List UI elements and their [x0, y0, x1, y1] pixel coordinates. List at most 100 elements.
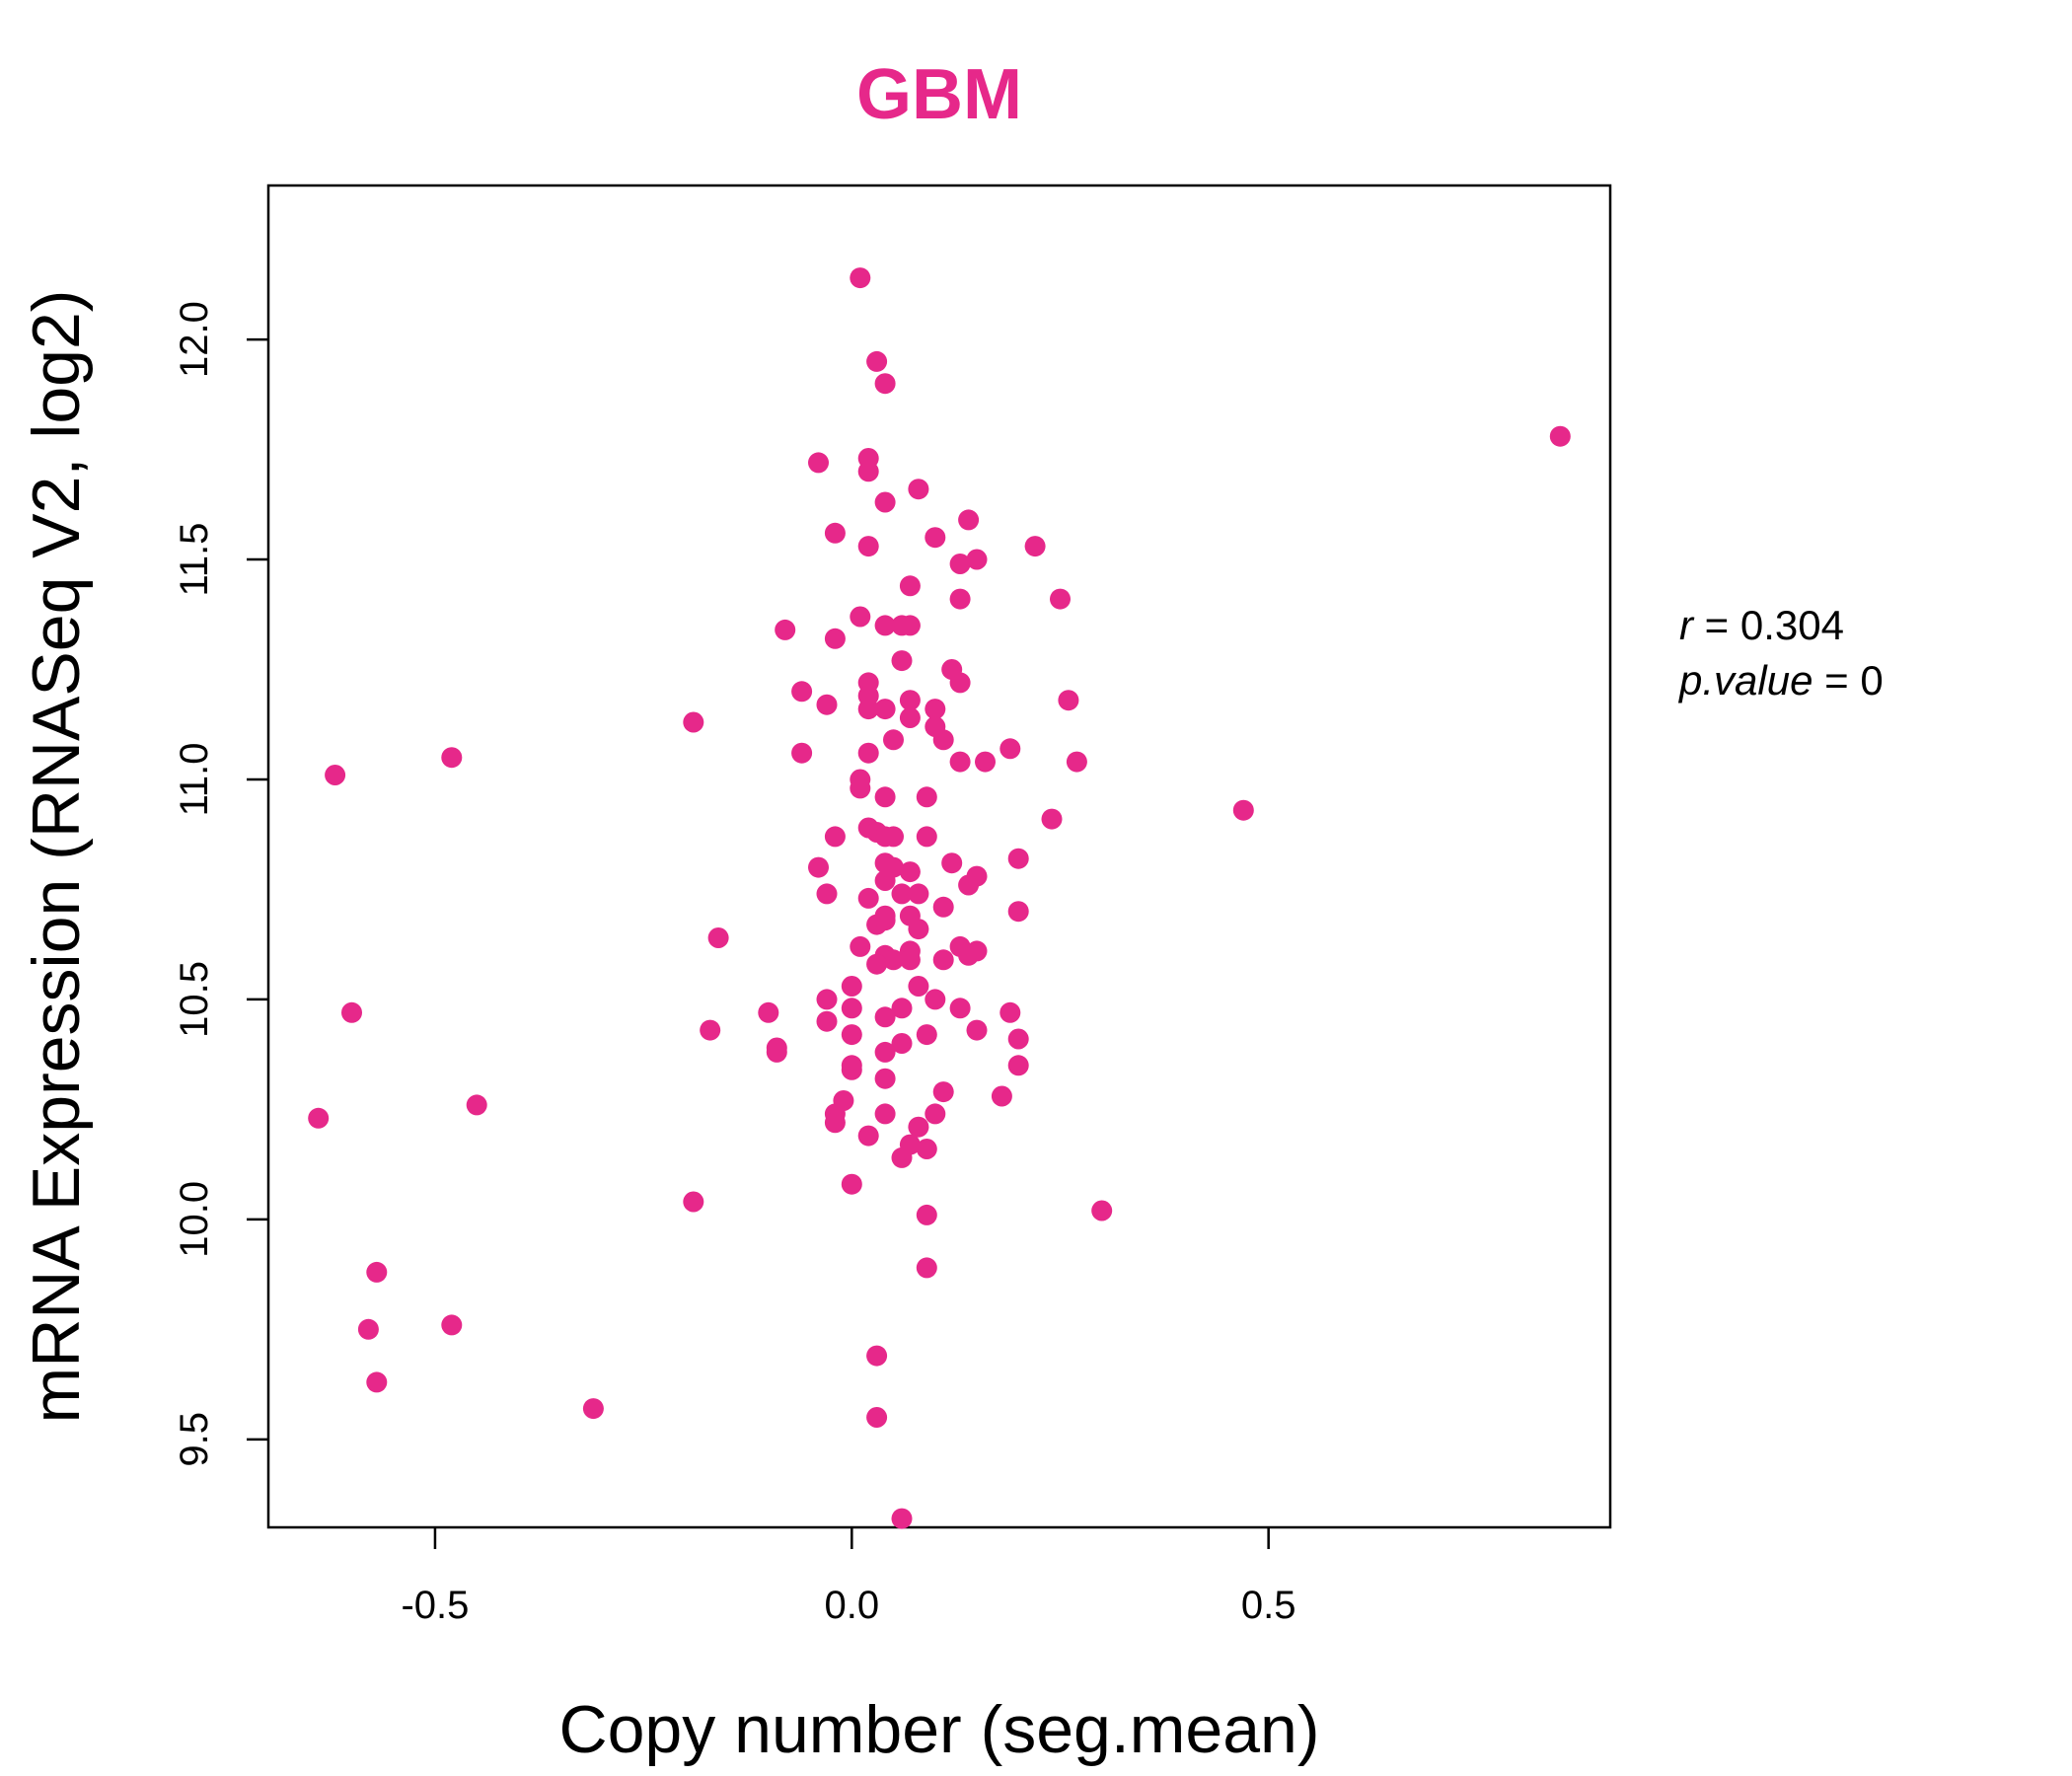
data-points	[308, 267, 1571, 1529]
data-point	[916, 1024, 937, 1046]
data-point	[1058, 690, 1079, 711]
data-point	[1007, 1028, 1029, 1050]
data-point	[791, 742, 813, 764]
data-point	[824, 522, 846, 544]
data-point	[841, 976, 862, 997]
data-point	[958, 874, 980, 896]
data-point	[1041, 808, 1063, 830]
data-point	[366, 1371, 388, 1393]
data-point	[1232, 799, 1254, 821]
data-point	[866, 1407, 888, 1428]
x-tick-label: -0.5	[401, 1584, 469, 1627]
data-point	[1549, 425, 1571, 447]
data-point	[850, 777, 871, 799]
y-axis-ticks: 9.5 10.0 10.5 11.0 11.5 12.0	[173, 301, 268, 1467]
data-point	[899, 690, 921, 711]
r-value: 0.304	[1740, 602, 1844, 648]
data-point	[975, 751, 996, 773]
data-point	[308, 1107, 330, 1129]
data-point	[891, 998, 913, 1019]
data-point	[925, 527, 946, 549]
data-point	[857, 742, 879, 764]
data-point	[441, 1314, 463, 1336]
data-point	[916, 826, 937, 848]
chart-title: GBM	[856, 55, 1022, 134]
y-tick-label: 12.0	[173, 301, 216, 378]
data-point	[916, 1204, 937, 1225]
data-point	[999, 1001, 1021, 1023]
data-point	[824, 1112, 846, 1134]
data-point	[925, 989, 946, 1010]
data-point	[891, 883, 913, 905]
y-tick-label: 10.0	[173, 1181, 216, 1258]
data-point	[866, 953, 888, 975]
r-label: r	[1679, 602, 1695, 648]
data-point	[908, 479, 929, 500]
data-point	[775, 619, 796, 640]
data-point	[891, 1508, 913, 1529]
r-equals: =	[1705, 602, 1740, 648]
data-point	[949, 672, 971, 694]
data-point	[857, 887, 879, 909]
data-point	[857, 461, 879, 482]
data-point	[816, 1010, 838, 1032]
data-point	[874, 786, 896, 808]
data-point	[824, 826, 846, 848]
x-tick-label: 0.0	[824, 1584, 879, 1627]
data-point	[841, 1173, 862, 1195]
data-point	[908, 976, 929, 997]
data-point	[891, 650, 913, 672]
data-point	[874, 699, 896, 720]
data-point	[325, 765, 346, 785]
data-point	[816, 694, 838, 715]
data-point	[850, 267, 871, 289]
data-point	[857, 699, 879, 720]
data-point	[850, 606, 871, 628]
data-point	[441, 747, 463, 769]
data-point	[916, 1257, 937, 1279]
data-point	[916, 786, 937, 808]
data-point	[874, 910, 896, 931]
data-point	[766, 1041, 787, 1063]
data-point	[908, 919, 929, 940]
data-point	[908, 1116, 929, 1138]
data-point	[899, 575, 921, 597]
data-point	[683, 1191, 704, 1213]
data-point	[683, 711, 704, 733]
data-point	[1007, 848, 1029, 869]
plot-area-frame	[266, 184, 1612, 1529]
data-point	[357, 1318, 379, 1340]
data-point	[958, 509, 980, 531]
data-point	[816, 989, 838, 1010]
data-point	[824, 628, 846, 649]
p-value: 0	[1860, 657, 1883, 703]
data-point	[808, 452, 829, 474]
y-axis-label: mRNA Expression (RNASeq V2, log2)	[19, 290, 94, 1424]
data-point	[874, 1068, 896, 1089]
data-point	[908, 883, 929, 905]
y-tick-label: 11.5	[173, 523, 216, 597]
data-point	[1050, 588, 1071, 610]
data-point	[883, 729, 904, 751]
data-point	[1007, 901, 1029, 923]
data-point	[850, 935, 871, 957]
data-point	[925, 1103, 946, 1125]
p-equals: =	[1824, 657, 1860, 703]
data-point	[874, 615, 896, 636]
data-point	[341, 1001, 362, 1023]
data-point	[925, 699, 946, 720]
data-point	[841, 1059, 862, 1080]
correlation-stat: r = 0.304	[1679, 602, 1844, 648]
data-point	[991, 1085, 1012, 1107]
data-point	[883, 826, 904, 848]
data-point	[700, 1019, 721, 1041]
data-point	[899, 707, 921, 728]
data-point	[874, 373, 896, 395]
data-point	[1066, 751, 1087, 773]
data-point	[949, 588, 971, 610]
data-point	[582, 1398, 604, 1420]
p-value-stat: p.value = 0	[1677, 657, 1884, 703]
data-point	[857, 1125, 879, 1147]
data-point	[999, 738, 1021, 760]
data-point	[949, 751, 971, 773]
